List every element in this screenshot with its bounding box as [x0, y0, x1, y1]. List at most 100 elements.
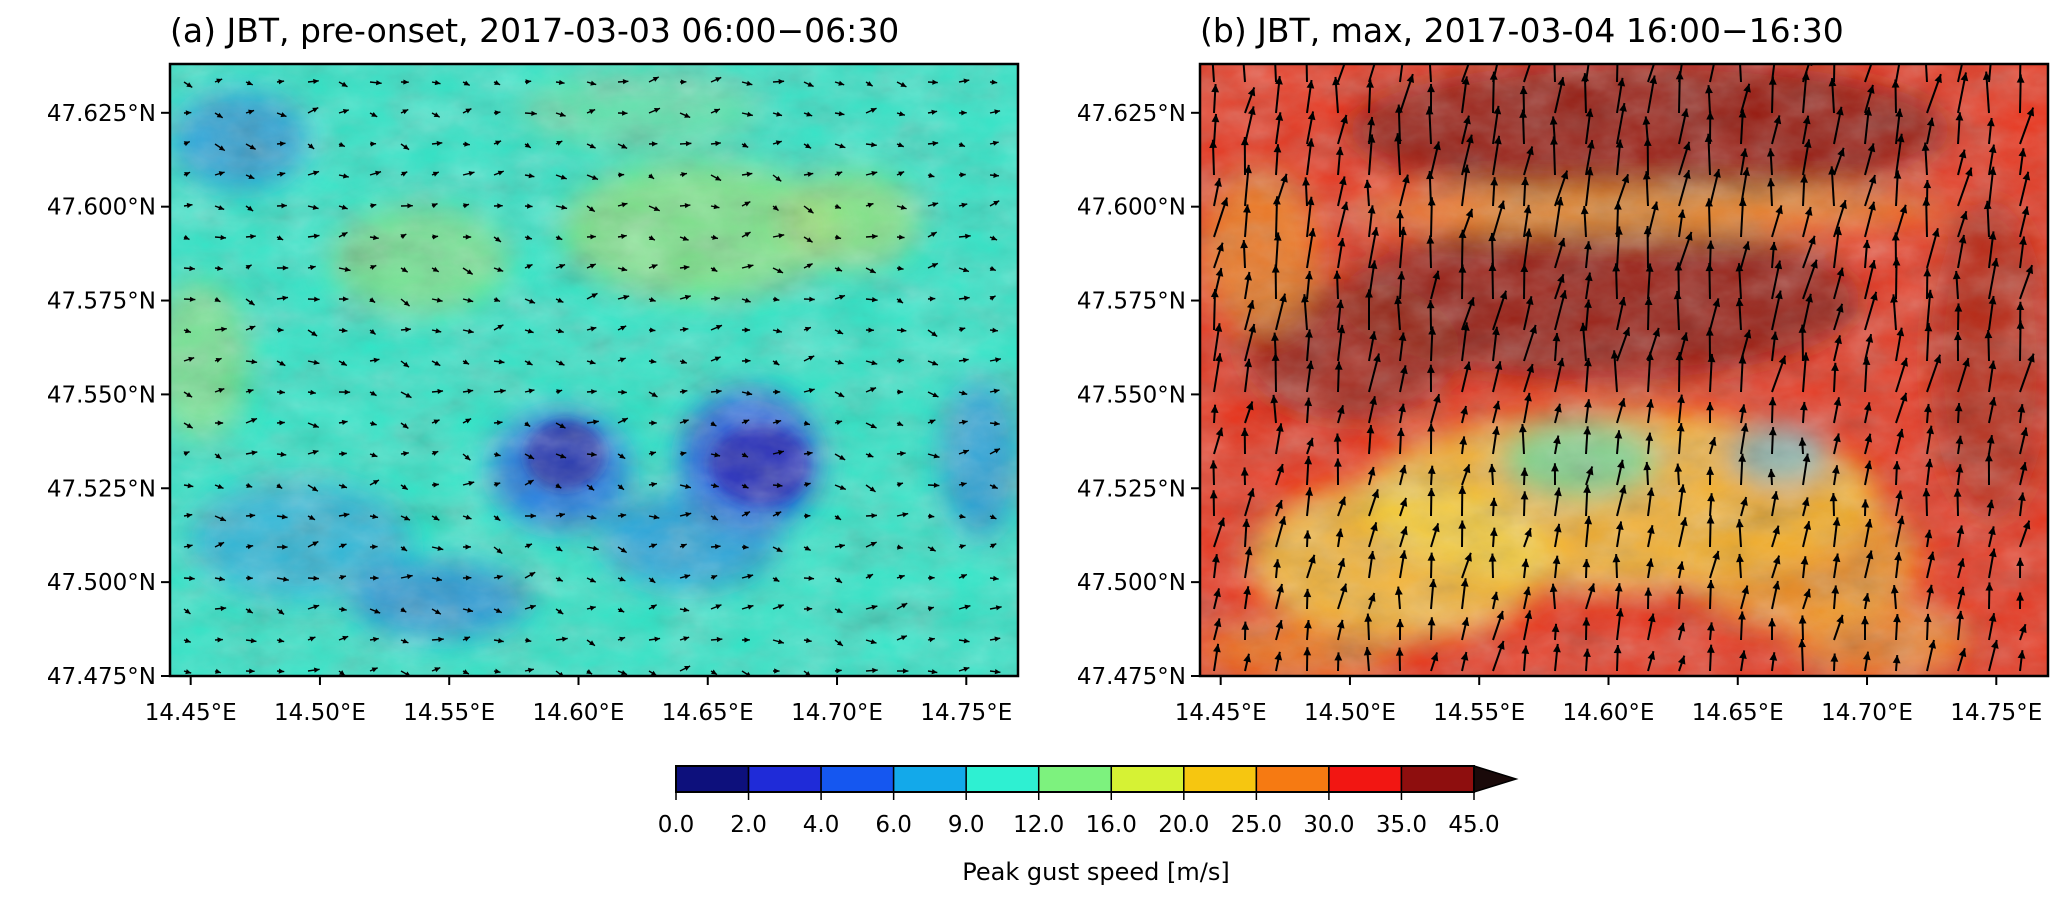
panel-a-wind-arrow [307, 636, 316, 642]
panel-a-wind-arrow [462, 170, 475, 177]
colorbar-frame [675, 765, 1475, 793]
panel-a-wind-arrow [400, 298, 411, 307]
panel-a-wind-arrow [927, 296, 936, 302]
panel-a-wind-arrow [338, 360, 348, 367]
panel-b-wind-arrow [2019, 461, 2028, 486]
panel-a-wind-arrow [400, 203, 413, 209]
panel-b-wind-arrow [1461, 64, 1470, 83]
panel-a-wind-arrow [338, 389, 351, 395]
panel-a-wind-arrow [307, 449, 319, 455]
panel-b-wind-arrow [1271, 264, 1280, 300]
panel-b-wind-arrow [1488, 553, 1497, 579]
panel-a-wind-arrow [710, 669, 718, 676]
panel-a-wind-arrow [896, 389, 904, 395]
panel-a-wind-arrow [183, 483, 194, 489]
panel-b-wind-arrow [1833, 226, 1842, 269]
panel-b-wind-arrow [1895, 108, 1904, 145]
panel-b-wind-arrow [2017, 404, 2026, 424]
panel-b-wind-arrow [1833, 397, 1842, 424]
panel-a-wind-arrow [989, 79, 998, 85]
panel-b-wind-arrow [1304, 456, 1313, 486]
panel-b-wind-arrow [1645, 351, 1654, 393]
panel-a-wind-arrow [834, 391, 845, 398]
panel-b-wind-arrow [1244, 271, 1252, 300]
panel-b-ytick-label: 47.600°N [1077, 195, 1186, 221]
panel-a-wind-arrow [710, 204, 720, 210]
panel-b-wind-arrow [1492, 640, 1505, 672]
panel-b-wind-arrow [1953, 331, 1962, 362]
panel-a-wind-arrow [586, 419, 599, 425]
panel-b-wind-arrow [1740, 585, 1750, 610]
panel-b-wind-arrow [1582, 617, 1591, 641]
panel-b-wind-arrow [1802, 235, 1816, 269]
panel-b-wind-arrow [1553, 643, 1561, 672]
panel-a-wind-arrow [958, 449, 970, 455]
panel-b-wind-arrow [1771, 205, 1783, 238]
panel-b-wind-arrow [1459, 436, 1468, 455]
panel-b-wind-arrow [2019, 520, 2031, 548]
panel-b-wind-arrow [1678, 108, 1689, 145]
panel-b-wind-arrow [1275, 516, 1287, 548]
panel-b-wind-arrow [1864, 174, 1877, 207]
panel-b-wind-arrow [1585, 583, 1596, 610]
panel-b-wind-arrow [1706, 402, 1714, 424]
panel-b-wind-arrow [1771, 290, 1783, 331]
panel-a-wind-arrow [245, 417, 258, 424]
colorbar-ticks: 0.0 2.0 4.0 6.0 9.0 12.0 16.0 20.0 25.0 30.0 35.0 4… [658, 792, 1500, 838]
panel-b-axes: 14.45°E 14.50°E 14.55°E 14.60°E 14.65°E 14.70… [1077, 101, 2042, 726]
panel-b-wind-arrow [1957, 586, 1966, 610]
panel-a-wind-arrow [834, 453, 846, 461]
panel-a-wind-arrow [400, 638, 409, 644]
panel-b-wind-arrow [1926, 354, 1942, 393]
panel-b-wind-arrow [1768, 397, 1777, 424]
panel-a-wind-arrow [927, 360, 939, 366]
panel-a-wind-arrow [834, 668, 842, 674]
panel-b-wind-arrow [2016, 74, 2025, 114]
panel-a-wind-arrow [493, 110, 501, 116]
panel-b-wind-arrow [1673, 290, 1682, 331]
panel-b-wind-arrow [1337, 237, 1346, 269]
panel-b-wind-arrow [1275, 76, 1283, 114]
panel-b-wind-arrow [1802, 259, 1818, 300]
panel-a-wind-arrow [772, 639, 785, 645]
panel-b-wind-arrow [1337, 496, 1346, 517]
panel-a-wind-arrow [462, 80, 471, 87]
panel-a-wind-arrow [772, 233, 785, 239]
panel-b-wind-arrow [1554, 487, 1562, 517]
panel-a-wind-arrow [276, 514, 288, 520]
panel-a-wind-arrow [617, 110, 628, 116]
panel-b-wind-arrow [1677, 622, 1686, 641]
panel-a-wind-arrow [555, 453, 567, 459]
panel-b-wind-arrow [1399, 464, 1407, 486]
panel-a-wind-arrow [772, 359, 780, 366]
panel-a-wind-arrow [772, 482, 783, 488]
panel-a-wind-arrow [214, 453, 222, 460]
panel-b-wind-arrow [1365, 289, 1373, 331]
panel-a-wind-arrow [989, 265, 997, 272]
panel-b-wind-arrow [1922, 488, 1931, 517]
panel-a-wind-arrow [307, 389, 316, 395]
panel-b-wind-arrow [1584, 357, 1592, 393]
panel-b-wind-arrow [1923, 268, 1932, 300]
panel-a-wind-arrow [617, 79, 629, 85]
panel-a-wind-arrow [586, 639, 596, 647]
panel-a-wind-arrow [431, 328, 442, 334]
panel-a-wind-arrow [369, 575, 379, 581]
panel-b-xtick-label: 14.70°E [1821, 700, 1913, 726]
panel-b-wind-arrow [1895, 327, 1905, 362]
panel-a-wind-arrow [524, 298, 536, 304]
panel-b-wind-arrow [1275, 423, 1284, 455]
panel-b-wind-arrow [1337, 557, 1346, 579]
panel-a-wind-arrow [431, 360, 441, 367]
panel-b-wind-arrow [1954, 402, 1963, 424]
panel-a-wind-arrow [276, 112, 287, 118]
colorbar-segment [1110, 765, 1185, 793]
colorbar-segment [1255, 765, 1330, 793]
panel-b-wind-arrow [1488, 262, 1497, 300]
panel-b-wind-arrow [1430, 652, 1439, 672]
panel-b-wind-arrow [1426, 235, 1435, 269]
panel-a-wind-arrow [865, 667, 878, 674]
panel-a-wind-arrow [431, 112, 441, 118]
panel-b-ytick-label: 47.625°N [1077, 101, 1186, 127]
panel-b-wind-arrow [1244, 87, 1256, 114]
